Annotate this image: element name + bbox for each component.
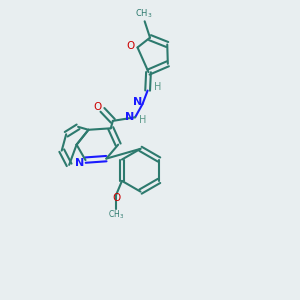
Text: O: O xyxy=(93,103,101,112)
Text: N: N xyxy=(75,158,84,168)
Text: N: N xyxy=(124,112,134,122)
Text: CH$_3$: CH$_3$ xyxy=(108,208,124,221)
Text: CH$_3$: CH$_3$ xyxy=(135,8,153,20)
Text: H: H xyxy=(154,82,161,92)
Text: O: O xyxy=(127,41,135,51)
Text: O: O xyxy=(112,193,120,203)
Text: N: N xyxy=(133,98,142,107)
Text: H: H xyxy=(139,115,146,125)
